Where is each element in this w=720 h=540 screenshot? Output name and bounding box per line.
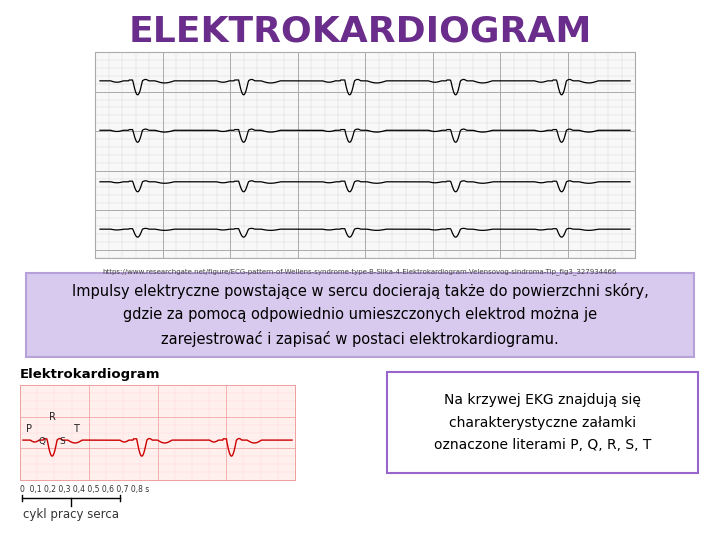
FancyBboxPatch shape [387,372,698,473]
Text: cykl pracy serca: cykl pracy serca [23,508,119,521]
Text: 0  0,1 0,2 0,3 0,4 0,5 0,6 0,7 0,8 s: 0 0,1 0,2 0,3 0,4 0,5 0,6 0,7 0,8 s [20,485,149,494]
Text: Na krzywej EKG znajdują się
charakterystyczne załamki
oznaczone literami P, Q, R: Na krzywej EKG znajdują się charakteryst… [434,393,651,453]
Text: ELEKTROKARDIOGRAM: ELEKTROKARDIOGRAM [128,15,592,49]
Text: R: R [49,412,56,422]
FancyBboxPatch shape [26,273,694,357]
Text: https://www.researchgate.net/figure/ECG-pattern-of-Wellens-syndrome-type-B-Slika: https://www.researchgate.net/figure/ECG-… [103,268,617,275]
Bar [20,385,295,480]
Bar [95,52,635,258]
Text: Q: Q [39,437,45,446]
Text: Elektrokardiogram: Elektrokardiogram [20,368,161,381]
Text: S: S [59,437,65,446]
Text: Impulsy elektryczne powstające w sercu docierają także do powierzchni skóry,
gdz: Impulsy elektryczne powstające w sercu d… [71,283,649,347]
Text: P: P [26,424,32,434]
Text: T: T [73,424,79,434]
